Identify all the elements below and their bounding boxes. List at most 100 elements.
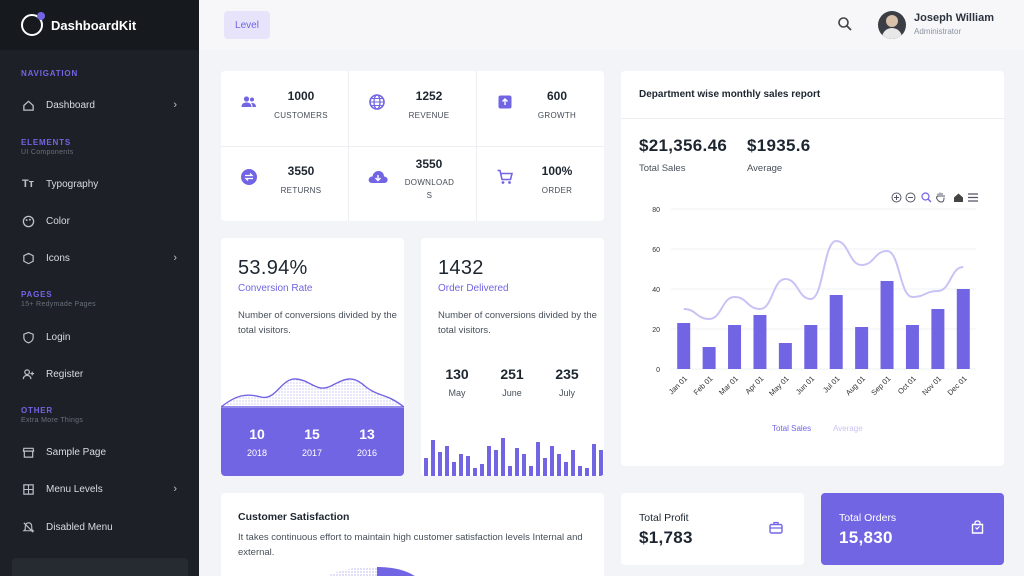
mini-bar xyxy=(585,468,589,476)
sidebar-item-login[interactable]: Login xyxy=(0,323,199,351)
sidebar: DashboardKit NAVIGATION Dashboard › ELEM… xyxy=(0,0,199,576)
satisfaction-desc: It takes continuous effort to maintain h… xyxy=(238,532,583,558)
satisfaction-title: Customer Satisfaction xyxy=(238,511,350,523)
mini-bar xyxy=(536,442,540,476)
sidebar-item-register[interactable]: Register xyxy=(0,360,199,388)
sidebar-item-disabled-menu[interactable]: Disabled Menu xyxy=(0,513,199,541)
month-stat: 235 July xyxy=(549,366,585,398)
legend-label: Average xyxy=(833,424,863,433)
x-tick-label: May 01 xyxy=(767,374,791,398)
year-label: 2018 xyxy=(246,448,268,458)
sales-title: Department wise monthly sales report xyxy=(639,89,821,100)
x-tick-label: Apr 01 xyxy=(743,374,765,396)
mini-bar xyxy=(459,454,463,476)
conversion-desc: Number of conversions divided by the tot… xyxy=(238,310,397,336)
sidebar-item-label: Disabled Menu xyxy=(46,521,113,533)
pan-hand-icon[interactable] xyxy=(935,191,946,203)
shield-icon xyxy=(21,330,35,344)
storefront-icon xyxy=(21,445,35,459)
bar-total-sales xyxy=(931,309,945,369)
y-tick-label: 0 xyxy=(656,367,660,374)
x-tick-label: Jan 01 xyxy=(667,374,689,396)
section-label-elements: ELEMENTS xyxy=(21,138,71,147)
selection-zoom-icon[interactable] xyxy=(921,192,932,203)
sales-total-label: Total Sales xyxy=(639,163,686,174)
year-value: 10 xyxy=(249,426,265,442)
x-tick-label: Dec 01 xyxy=(946,374,969,397)
sidebar-item-menu-levels[interactable]: Menu Levels › xyxy=(0,475,199,503)
stat-value: 1252 xyxy=(415,89,443,103)
stats-card: 1000 CUSTOMERS 1252 REVENUE 600 GROWTH 3… xyxy=(221,71,604,221)
year-stat: 13 2016 xyxy=(353,426,381,458)
typography-icon: Tт xyxy=(21,178,35,190)
sales-total-value: $21,356.46 xyxy=(639,136,728,155)
home-icon xyxy=(21,98,35,112)
legend-total-sales[interactable]: Total Sales xyxy=(772,424,811,433)
zoom-in-icon[interactable] xyxy=(891,192,902,203)
sidebar-item-sample-page[interactable]: Sample Page xyxy=(0,438,199,466)
user-plus-icon xyxy=(21,367,35,381)
mini-bar xyxy=(452,462,456,476)
level-button[interactable]: Level xyxy=(224,11,270,39)
bar-total-sales xyxy=(728,325,742,369)
sidebar-footer xyxy=(12,558,188,576)
y-tick-label: 80 xyxy=(652,207,660,214)
icons-icon xyxy=(21,251,35,265)
conversion-card: 53.94% Conversion Rate Number of convers… xyxy=(221,238,404,476)
sidebar-item-dashboard[interactable]: Dashboard › xyxy=(0,91,199,119)
user-name[interactable]: Joseph William xyxy=(914,12,994,24)
y-tick-label: 40 xyxy=(652,287,660,294)
stat-label: RETURNS xyxy=(280,186,322,195)
sidebar-item-color[interactable]: Color xyxy=(0,207,199,235)
stat-label: DOWNLOAD S xyxy=(404,178,455,200)
year-value: 15 xyxy=(304,426,320,442)
sales-avg-value: $1935.6 xyxy=(747,136,811,155)
mini-bar xyxy=(529,466,533,476)
stat-label: ORDER xyxy=(541,186,573,195)
bar-total-sales xyxy=(829,295,843,369)
mini-bar xyxy=(473,468,477,476)
sidebar-item-label: Register xyxy=(46,368,84,380)
profit-label: Total Profit xyxy=(639,512,689,524)
x-tick-label: Jun 01 xyxy=(794,374,816,396)
mini-bar xyxy=(438,452,442,476)
orders-mini-bar-chart xyxy=(424,438,603,476)
mini-bar xyxy=(501,438,505,476)
chevron-right-icon: › xyxy=(173,252,177,264)
brand[interactable]: DashboardKit xyxy=(0,0,199,50)
bar-total-sales xyxy=(880,281,894,369)
stat-value: 3550 xyxy=(287,164,315,178)
brand-name: DashboardKit xyxy=(51,17,137,33)
legend-average[interactable]: Average xyxy=(833,424,863,433)
orders-total-card: Total Orders 15,830 xyxy=(821,493,1004,565)
mini-bar xyxy=(424,458,428,476)
sidebar-item-icons[interactable]: Icons › xyxy=(0,244,199,272)
year-label: 2017 xyxy=(301,448,323,458)
sidebar-item-typography[interactable]: Tт Typography xyxy=(0,170,199,198)
mini-bar xyxy=(557,454,561,476)
orders-card: 1432 Order Delivered Number of conversio… xyxy=(421,238,604,476)
bar-total-sales xyxy=(753,315,767,369)
cloud-download-icon xyxy=(367,168,389,188)
zoom-out-icon[interactable] xyxy=(905,192,916,203)
stat-value: 100% xyxy=(541,164,573,178)
chart-menu-icon[interactable] xyxy=(967,192,978,203)
briefcase-icon xyxy=(769,521,783,539)
mini-bar xyxy=(592,444,596,476)
stat-growth: 600 GROWTH xyxy=(477,71,604,146)
month-label: June xyxy=(502,388,522,398)
y-tick-label: 60 xyxy=(652,247,660,254)
stat-label: GROWTH xyxy=(537,111,577,120)
menu-icon xyxy=(21,482,35,496)
avatar[interactable] xyxy=(878,11,906,39)
section-sub-pages: 15+ Redymade Pages xyxy=(21,301,96,308)
bar-total-sales xyxy=(778,343,792,369)
reset-home-icon[interactable] xyxy=(953,192,964,203)
orders-desc: Number of conversions divided by the tot… xyxy=(438,310,597,336)
search-icon[interactable] xyxy=(837,16,853,32)
section-label-navigation: NAVIGATION xyxy=(21,69,79,78)
profit-value: $1,783 xyxy=(639,528,693,547)
month-value: 235 xyxy=(555,366,579,382)
bar-total-sales xyxy=(855,327,869,369)
